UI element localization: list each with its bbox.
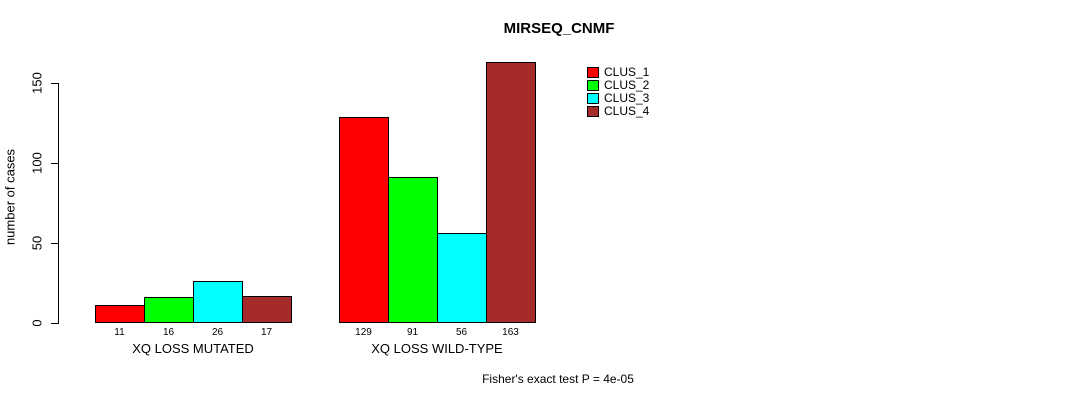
y-tick — [51, 323, 58, 324]
y-axis-line — [58, 83, 59, 324]
bar-value-label: 17 — [260, 327, 273, 338]
bar-value-label: 129 — [355, 327, 372, 338]
legend-row-clus-2: CLUS_2 — [587, 79, 649, 92]
bar-clus-2-xq-loss-wild-type — [388, 177, 438, 323]
annotation-text: Fisher's exact test P = 4e-05 — [482, 372, 634, 386]
y-tick-label: 150 — [29, 72, 45, 94]
bar-value-label: 26 — [211, 327, 224, 338]
y-tick-label: 50 — [29, 235, 45, 251]
legend-row-clus-4: CLUS_4 — [587, 105, 649, 118]
bar-clus-1-xq-loss-wild-type — [339, 117, 389, 323]
category-label-xq-loss-mutated: XQ LOSS MUTATED — [132, 341, 254, 356]
bar-value-label: 163 — [502, 327, 519, 338]
y-tick — [51, 243, 58, 244]
bar-clus-4-xq-loss-mutated — [242, 296, 292, 323]
legend: CLUS_1 CLUS_2 CLUS_3 CLUS_4 — [587, 66, 649, 118]
legend-row-clus-3: CLUS_3 — [587, 92, 649, 105]
legend-label: CLUS_4 — [604, 104, 650, 118]
legend-swatch-clus-4 — [587, 106, 599, 117]
y-tick — [51, 163, 58, 164]
bar-clus-2-xq-loss-mutated — [144, 297, 194, 323]
bar-value-label: 11 — [114, 327, 125, 338]
legend-label: CLUS_1 — [604, 65, 650, 79]
bar-value-label: 16 — [162, 327, 175, 338]
bar-clus-3-xq-loss-mutated — [193, 281, 243, 323]
bar-clus-3-xq-loss-wild-type — [437, 233, 487, 323]
bar-clus-4-xq-loss-wild-type — [486, 62, 536, 323]
legend-swatch-clus-2 — [587, 80, 599, 91]
bar-clus-1-xq-loss-mutated — [95, 305, 145, 323]
legend-label: CLUS_2 — [604, 78, 650, 92]
legend-swatch-clus-3 — [587, 93, 599, 104]
y-tick-label: 0 — [29, 319, 45, 327]
bar-value-label: 91 — [406, 327, 419, 338]
y-tick-label: 100 — [29, 152, 45, 174]
y-tick — [51, 83, 58, 84]
bar-value-label: 56 — [455, 327, 468, 338]
legend-label: CLUS_3 — [604, 91, 650, 105]
legend-row-clus-1: CLUS_1 — [587, 66, 649, 79]
category-label-xq-loss-wild-type: XQ LOSS WILD-TYPE — [371, 341, 503, 356]
y-axis-label: number of cases — [2, 148, 18, 246]
legend-swatch-clus-1 — [587, 67, 599, 78]
chart-title: MIRSEQ_CNMF — [503, 20, 615, 37]
